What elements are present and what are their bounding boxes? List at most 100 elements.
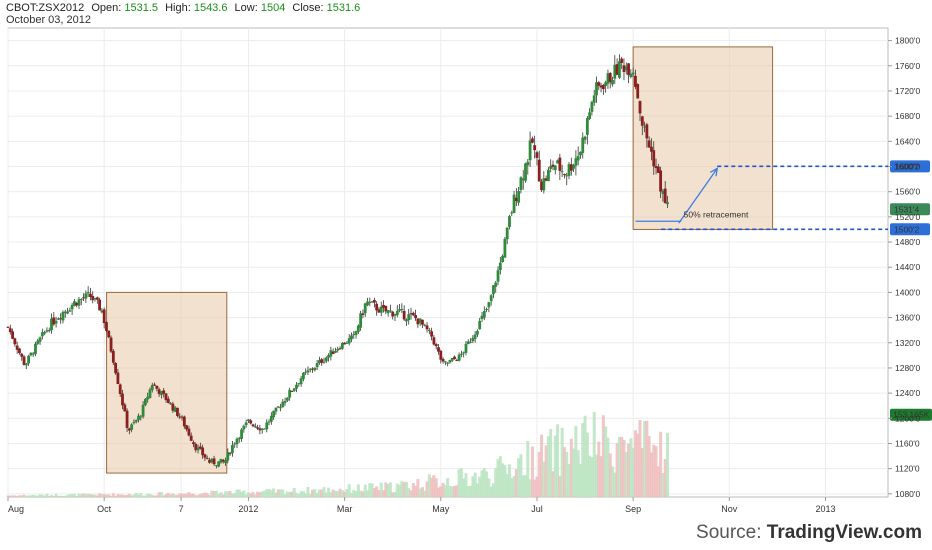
candle-body	[93, 298, 97, 300]
candle-body	[640, 116, 644, 126]
candle-body	[318, 360, 321, 364]
candle-body	[164, 393, 168, 400]
candle-body	[608, 72, 612, 83]
volume-bar	[636, 433, 640, 497]
volume-bar	[473, 472, 477, 497]
candle-body	[127, 428, 131, 431]
volume-bar	[54, 494, 58, 497]
volume-bar	[191, 493, 195, 497]
candle-body	[446, 362, 450, 364]
candle-body	[75, 302, 79, 306]
candle-body	[537, 159, 541, 182]
volume-bar	[249, 493, 253, 497]
volume-bar	[434, 478, 438, 497]
arrow-shaft	[678, 168, 718, 224]
candle-body	[212, 458, 216, 465]
y-tick-label: 1480'0	[895, 237, 921, 247]
volume-bar	[393, 491, 397, 497]
candle-body	[299, 378, 303, 385]
volume-bar	[576, 450, 580, 497]
source-prefix: Source:	[696, 522, 762, 543]
y-tick-label: 1760'0	[895, 61, 921, 71]
candle-body	[139, 416, 143, 418]
volume-bar	[306, 486, 310, 497]
volume-bar	[395, 483, 399, 497]
volume-bar	[588, 455, 592, 497]
volume-bar	[109, 495, 113, 497]
volume-bar	[17, 495, 21, 497]
candle-body	[288, 389, 292, 398]
volume-bar	[153, 495, 157, 497]
volume-bar	[622, 439, 626, 497]
volume-bar	[556, 424, 560, 497]
candle-body	[247, 419, 250, 422]
y-tick-label: 1240'0	[895, 388, 921, 398]
candle-body	[359, 313, 363, 328]
candle-body	[656, 166, 660, 173]
volume-bar	[480, 470, 484, 497]
candle-body	[322, 361, 326, 363]
source-brand: TradingView.com	[766, 522, 922, 543]
candle-body	[432, 337, 436, 345]
candle-body	[210, 459, 214, 463]
volume-bar	[404, 481, 408, 497]
volume-bar	[283, 494, 287, 497]
candle-body	[331, 351, 335, 354]
candle-body	[84, 293, 88, 299]
volume-bar	[77, 493, 81, 497]
candle-body	[638, 101, 642, 114]
candle-body	[622, 65, 626, 72]
volume-bar	[615, 443, 619, 497]
candle-body	[265, 422, 269, 430]
volume-bar	[423, 490, 427, 497]
candle-body	[269, 415, 273, 422]
volume-bar	[526, 440, 530, 497]
candle-body	[15, 345, 19, 350]
candle-body	[592, 95, 596, 103]
candle-body	[203, 454, 207, 458]
candle-body	[553, 165, 557, 171]
volume-bar	[430, 477, 434, 497]
candle-body	[274, 407, 278, 412]
volume-bar	[391, 492, 395, 497]
volume-bar	[13, 495, 17, 497]
candle-body	[311, 368, 314, 370]
volume-bar	[311, 489, 315, 497]
candle-body	[153, 384, 156, 386]
volume-bar	[82, 493, 86, 497]
volume-bars	[6, 411, 669, 497]
volume-bar	[656, 466, 660, 497]
volume-bar	[189, 493, 193, 497]
volume-bar	[375, 486, 379, 497]
volume-bar	[134, 493, 138, 497]
candle-body	[659, 170, 663, 192]
candle-body	[281, 401, 285, 408]
volume-bar	[173, 494, 177, 497]
candle-body	[652, 150, 656, 167]
candle-body	[176, 407, 179, 416]
volume-bar	[352, 489, 356, 497]
candle-body	[301, 372, 305, 380]
candle-body	[160, 391, 163, 395]
candle-body	[361, 313, 365, 315]
candle-body	[368, 301, 372, 304]
candle-body	[585, 118, 589, 135]
volume-bar	[281, 489, 285, 497]
candle-body	[336, 349, 340, 351]
candle-body	[233, 443, 237, 445]
volume-bar	[414, 485, 418, 497]
volume-bar	[146, 493, 150, 497]
candle-body	[455, 359, 459, 361]
volume-bar	[601, 415, 605, 497]
volume-bar	[446, 478, 450, 497]
candle-body	[43, 332, 47, 334]
candle-body	[414, 315, 417, 319]
volume-bar	[240, 491, 244, 497]
candle-body	[118, 384, 122, 394]
candle-body	[63, 311, 67, 314]
candle-body	[308, 368, 312, 370]
candle-body	[540, 181, 543, 191]
volume-bar	[572, 448, 576, 497]
candle-body	[116, 372, 120, 385]
